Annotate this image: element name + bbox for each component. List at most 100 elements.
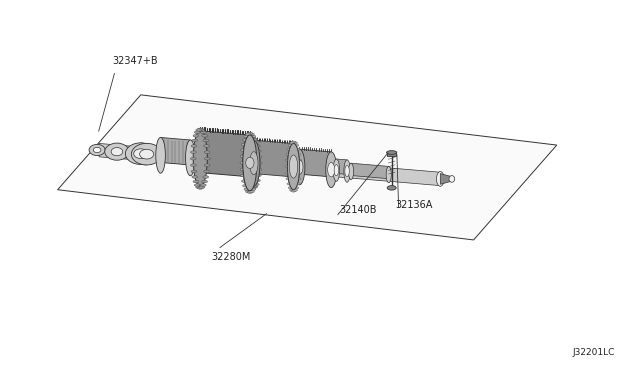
Ellipse shape [287,183,292,185]
Ellipse shape [253,174,259,177]
Ellipse shape [244,135,250,138]
Ellipse shape [248,140,260,186]
Ellipse shape [253,149,259,151]
Ellipse shape [247,191,253,193]
Ellipse shape [191,151,196,154]
Ellipse shape [287,144,300,190]
Polygon shape [254,140,294,177]
Polygon shape [351,163,388,179]
Ellipse shape [254,161,260,164]
Ellipse shape [193,180,199,183]
Ellipse shape [294,149,305,185]
Ellipse shape [295,148,300,150]
Ellipse shape [246,150,252,152]
Ellipse shape [243,135,257,191]
Ellipse shape [334,164,339,176]
Ellipse shape [105,143,129,160]
Ellipse shape [250,152,258,175]
Ellipse shape [291,141,296,143]
Ellipse shape [192,139,198,142]
Ellipse shape [199,186,205,189]
Ellipse shape [200,131,206,134]
Ellipse shape [197,128,203,131]
Ellipse shape [203,176,209,178]
Ellipse shape [253,143,259,146]
Ellipse shape [241,143,247,146]
Ellipse shape [246,162,251,164]
Ellipse shape [248,140,260,186]
Ellipse shape [252,185,257,187]
Ellipse shape [186,140,195,176]
Ellipse shape [296,153,301,155]
Ellipse shape [296,160,303,174]
Ellipse shape [291,190,296,192]
Ellipse shape [204,170,209,173]
Ellipse shape [248,183,253,186]
Ellipse shape [296,172,301,174]
Ellipse shape [204,151,210,154]
Ellipse shape [254,168,260,171]
Ellipse shape [294,187,299,189]
Ellipse shape [326,152,337,187]
Ellipse shape [247,179,252,182]
Ellipse shape [202,134,207,137]
Ellipse shape [292,142,298,144]
Text: 32136A: 32136A [396,200,433,209]
Ellipse shape [257,169,262,171]
Ellipse shape [125,143,156,164]
Text: 32140B: 32140B [339,205,377,215]
Ellipse shape [131,143,162,165]
Ellipse shape [252,139,257,141]
Ellipse shape [286,178,291,180]
Ellipse shape [253,138,258,141]
Ellipse shape [246,157,254,169]
Ellipse shape [287,148,292,150]
Ellipse shape [386,166,391,183]
Ellipse shape [297,166,302,168]
Ellipse shape [252,138,257,140]
Ellipse shape [196,186,202,189]
Ellipse shape [387,151,397,154]
Ellipse shape [240,161,246,164]
Ellipse shape [255,145,260,147]
Ellipse shape [195,131,200,134]
Ellipse shape [449,176,455,182]
Ellipse shape [192,176,198,178]
Ellipse shape [254,141,259,143]
Ellipse shape [246,156,251,158]
Ellipse shape [193,131,207,187]
Ellipse shape [255,179,260,182]
Ellipse shape [241,180,247,182]
Ellipse shape [246,174,252,177]
Ellipse shape [254,183,259,186]
Polygon shape [440,174,452,184]
Ellipse shape [93,147,101,153]
Ellipse shape [250,138,255,141]
Ellipse shape [202,180,207,183]
Polygon shape [300,149,332,177]
Ellipse shape [191,170,196,173]
Ellipse shape [191,145,196,147]
Ellipse shape [285,159,291,161]
Ellipse shape [328,163,335,177]
Ellipse shape [204,145,209,147]
Ellipse shape [190,157,196,160]
Ellipse shape [252,186,257,189]
Text: J32201LC: J32201LC [572,348,614,357]
Ellipse shape [197,187,203,189]
Ellipse shape [156,138,165,173]
Ellipse shape [89,144,105,155]
Ellipse shape [247,132,253,135]
Ellipse shape [248,141,253,143]
Polygon shape [200,131,250,177]
Ellipse shape [200,184,206,186]
Polygon shape [387,153,396,156]
Polygon shape [58,95,557,240]
Ellipse shape [250,186,255,188]
Ellipse shape [333,159,340,181]
Ellipse shape [245,133,251,136]
Ellipse shape [245,190,251,193]
Polygon shape [141,143,147,165]
Ellipse shape [244,148,255,178]
Ellipse shape [247,145,252,147]
